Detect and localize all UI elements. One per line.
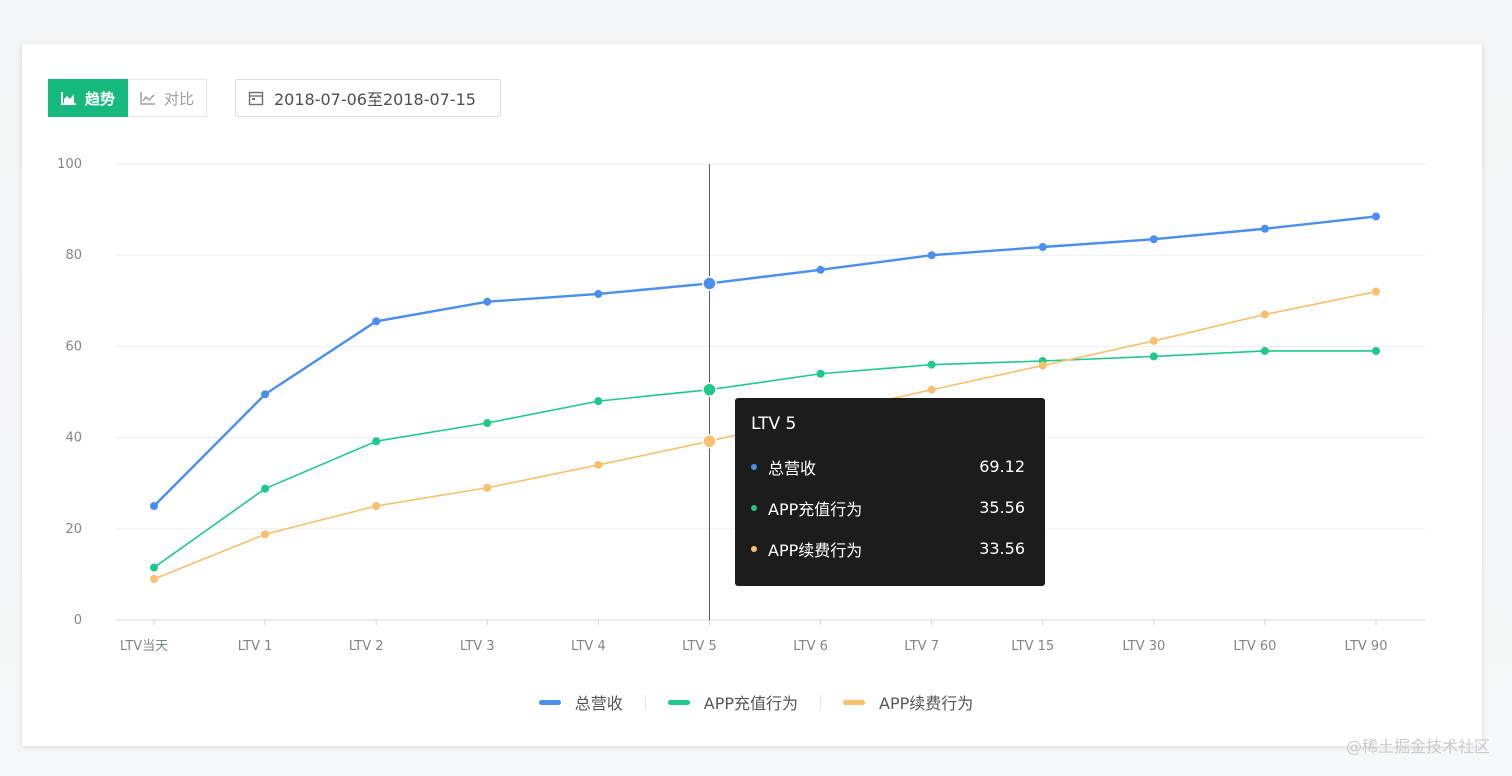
legend-item-recharge[interactable]: APP充值行为 xyxy=(667,690,798,714)
data-point[interactable] xyxy=(927,360,936,369)
x-tick-label: LTV 15 xyxy=(1011,639,1054,654)
data-point[interactable] xyxy=(1038,242,1047,251)
legend-label: APP充值行为 xyxy=(703,694,798,713)
legend-swatch xyxy=(843,699,865,705)
chart-tooltip: LTV 5 总营收 69.12 APP充值行为 35.56 APP续费行为 33… xyxy=(735,398,1045,586)
tooltip-series-name: 总营收 xyxy=(768,458,817,478)
data-point[interactable] xyxy=(372,317,381,326)
calendar-icon xyxy=(248,90,264,106)
tooltip-row: APP续费行为 33.56 xyxy=(751,528,1025,569)
series-line xyxy=(153,350,1376,569)
tooltip-series-value: 33.56 xyxy=(979,539,1025,558)
tooltip-series-name: APP充值行为 xyxy=(768,499,863,519)
x-tick-label: LTV 4 xyxy=(571,639,606,654)
x-tick-label: LTV 30 xyxy=(1122,639,1165,654)
data-point[interactable] xyxy=(483,297,492,306)
x-tick-label: LTV 90 xyxy=(1345,639,1388,654)
date-range-picker[interactable]: 2018-07-06至2018-07-15 xyxy=(235,79,501,117)
data-point[interactable] xyxy=(816,369,825,378)
compare-button-label: 对比 xyxy=(164,89,195,108)
data-point[interactable] xyxy=(1149,235,1158,244)
data-point[interactable] xyxy=(702,382,717,397)
data-point[interactable] xyxy=(816,265,825,274)
tooltip-dot xyxy=(751,504,757,511)
x-tick-label: LTV 7 xyxy=(904,639,939,654)
data-point[interactable] xyxy=(372,437,381,446)
x-axis: LTV当天 LTV 1 LTV 2 LTV 3 LTV 4 LTV 5 LTV 6 LTV 7… xyxy=(120,620,1388,654)
data-point[interactable] xyxy=(1260,346,1269,355)
data-point[interactable] xyxy=(1038,361,1047,370)
x-tick-label: LTV当天 xyxy=(120,639,168,654)
series-line xyxy=(153,215,1377,507)
data-point[interactable] xyxy=(261,530,270,539)
trend-button[interactable]: 趋势 xyxy=(48,79,129,117)
data-point[interactable] xyxy=(927,251,936,260)
y-axis: 0 20 40 60 80 100 xyxy=(57,157,82,628)
data-point[interactable] xyxy=(1372,346,1380,355)
data-point[interactable] xyxy=(483,419,492,428)
x-tick-label: LTV 6 xyxy=(793,639,828,654)
tooltip-row: 总营收 69.12 xyxy=(751,446,1025,487)
y-tick-label: 20 xyxy=(65,522,82,537)
data-point[interactable] xyxy=(483,483,492,492)
x-tick-label: LTV 1 xyxy=(238,639,273,654)
legend-label: APP续费行为 xyxy=(879,694,974,713)
data-point[interactable] xyxy=(1149,352,1158,361)
trend-button-label: 趋势 xyxy=(85,89,116,108)
data-point[interactable] xyxy=(594,460,603,469)
y-tick-label: 40 xyxy=(65,431,82,446)
x-tick-label: LTV 60 xyxy=(1233,639,1276,654)
legend-item-total[interactable]: 总营收 xyxy=(538,690,623,714)
data-point[interactable] xyxy=(150,563,158,572)
data-point[interactable] xyxy=(1260,310,1269,319)
y-tick-label: 100 xyxy=(57,157,82,172)
tooltip-row: APP充值行为 35.56 xyxy=(751,487,1025,528)
data-point[interactable] xyxy=(1260,224,1269,233)
watermark: @稀土掘金技术社区 xyxy=(1345,737,1490,756)
tooltip-series-name: APP续费行为 xyxy=(768,540,863,560)
view-toggle: 趋势 对比 xyxy=(48,79,208,119)
data-point[interactable] xyxy=(261,484,270,493)
tooltip-dot xyxy=(751,463,757,470)
x-tick-label: LTV 3 xyxy=(460,639,495,654)
data-point[interactable] xyxy=(702,276,717,291)
data-point[interactable] xyxy=(1372,287,1380,296)
legend-item-renew[interactable]: APP续费行为 xyxy=(843,690,973,714)
data-point[interactable] xyxy=(1149,336,1158,345)
data-point[interactable] xyxy=(1372,212,1380,221)
tooltip-series-value: 35.56 xyxy=(979,498,1025,517)
data-point[interactable] xyxy=(372,502,381,510)
legend-swatch xyxy=(538,699,561,705)
data-point[interactable] xyxy=(150,574,158,583)
y-tick-label: 80 xyxy=(65,248,82,263)
tooltip-dot xyxy=(751,545,757,552)
series-group xyxy=(150,212,1380,583)
legend-divider xyxy=(644,695,646,709)
date-range-value: 2018-07-06至2018-07-15 xyxy=(274,90,476,109)
tooltip-series-value: 69.12 xyxy=(979,457,1025,476)
y-tick-label: 0 xyxy=(74,613,82,628)
y-tick-label: 60 xyxy=(65,339,82,354)
compare-button[interactable]: 对比 xyxy=(128,79,208,117)
line-chart-icon xyxy=(140,91,156,105)
data-point[interactable] xyxy=(594,397,603,406)
legend-label: 总营收 xyxy=(574,694,623,713)
area-chart-icon xyxy=(61,91,77,105)
data-point[interactable] xyxy=(150,502,158,510)
data-point[interactable] xyxy=(261,390,270,399)
legend-swatch xyxy=(667,699,690,705)
data-point[interactable] xyxy=(594,289,603,298)
data-point[interactable] xyxy=(927,385,936,394)
legend-divider xyxy=(820,695,821,709)
tooltip-title: LTV 5 xyxy=(751,414,797,434)
data-point[interactable] xyxy=(702,433,717,449)
chart-legend: 总营收 APP充值行为 APP续费行为 xyxy=(0,690,1512,714)
x-tick-label: LTV 2 xyxy=(349,639,384,654)
x-tick-label: LTV 5 xyxy=(682,639,717,654)
